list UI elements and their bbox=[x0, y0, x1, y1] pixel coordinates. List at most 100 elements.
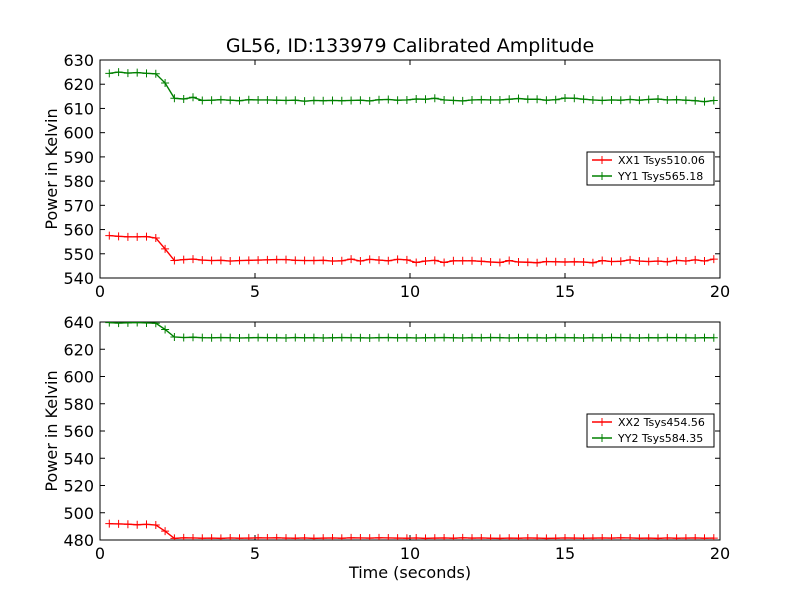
bottom-data-point bbox=[123, 322, 132, 327]
top-data-point bbox=[570, 94, 579, 103]
top-data-point bbox=[644, 257, 653, 266]
bottom-data-point bbox=[681, 333, 690, 342]
bottom-data-point bbox=[384, 333, 393, 342]
bottom-data-point bbox=[179, 333, 188, 342]
bottom-data-point bbox=[142, 520, 151, 529]
top-data-point bbox=[142, 232, 151, 241]
bottom-data-point bbox=[309, 333, 318, 342]
bottom-ytick-label: 580 bbox=[63, 395, 94, 414]
bottom-legend-label-yy2: YY2 Tsys584.35 bbox=[617, 432, 703, 445]
top-data-point bbox=[654, 94, 662, 103]
bottom-data-point bbox=[216, 333, 225, 342]
top-data-point bbox=[626, 95, 635, 104]
top-data-point bbox=[105, 69, 114, 78]
top-data-point bbox=[244, 95, 253, 104]
top-data-point bbox=[161, 244, 170, 253]
bottom-data-point bbox=[570, 333, 579, 342]
bottom-data-point bbox=[272, 533, 281, 540]
top-data-point bbox=[402, 255, 411, 264]
top-data-point bbox=[254, 95, 263, 104]
bottom-series bbox=[105, 322, 718, 540]
top-data-point bbox=[189, 93, 197, 102]
bottom-data-point bbox=[505, 333, 514, 342]
top-data-point bbox=[291, 256, 300, 265]
top-data-point bbox=[495, 258, 504, 267]
bottom-data-point bbox=[133, 520, 142, 529]
top-legend-box bbox=[586, 151, 715, 186]
bottom-data-point bbox=[254, 333, 263, 342]
x-axis-label: Time (seconds) bbox=[348, 563, 471, 582]
bottom-data-point bbox=[561, 533, 569, 540]
bottom-data-point bbox=[170, 534, 179, 540]
top-data-point bbox=[142, 69, 151, 78]
top-data-point bbox=[133, 68, 142, 77]
bottom-xtick-label: 15 bbox=[555, 544, 575, 563]
bottom-data-point bbox=[151, 521, 160, 530]
bottom-data-point bbox=[533, 333, 542, 342]
top-data-point bbox=[365, 96, 374, 105]
bottom-data-point bbox=[412, 533, 421, 540]
top-ytick-label: 550 bbox=[63, 245, 94, 264]
bottom-data-point bbox=[105, 322, 114, 327]
bottom-data-point bbox=[393, 333, 402, 342]
bottom-data-point bbox=[161, 325, 170, 334]
top-data-point bbox=[440, 258, 449, 267]
bottom-legend-label-xx2: XX2 Tsys454.56 bbox=[618, 416, 705, 429]
bottom-ticks: 480 500 520 540 560 580 600 620 640 0 5 10 15 20 bbox=[63, 313, 730, 563]
chart-title: GL56, ID:133979 Calibrated Amplitude bbox=[226, 35, 594, 57]
bottom-data-point bbox=[654, 333, 662, 342]
top-data-point bbox=[254, 256, 263, 265]
bottom-data-point bbox=[226, 533, 235, 540]
top-data-point bbox=[300, 97, 309, 106]
bottom-data-point bbox=[523, 333, 532, 342]
top-data-point bbox=[347, 96, 356, 105]
bottom-data-point bbox=[282, 333, 290, 342]
top-xtick-label: 10 bbox=[400, 282, 420, 301]
bottom-data-point bbox=[495, 333, 504, 342]
top-data-point bbox=[542, 96, 551, 105]
top-data-point bbox=[440, 95, 449, 104]
bottom-data-point bbox=[672, 333, 681, 342]
top-data-point bbox=[523, 258, 532, 267]
bottom-data-point bbox=[226, 333, 235, 342]
top-data-point bbox=[170, 256, 179, 265]
bottom-data-point bbox=[468, 333, 476, 342]
bottom-data-point bbox=[691, 333, 700, 342]
top-data-point bbox=[328, 96, 337, 105]
top-data-point bbox=[198, 96, 207, 105]
bottom-data-point bbox=[244, 534, 253, 540]
bottom-xtick-label: 20 bbox=[710, 544, 730, 563]
bottom-data-point bbox=[123, 520, 132, 529]
top-data-point bbox=[189, 255, 197, 264]
bottom-legend: XX2 Tsys454.56 YY2 Tsys584.35 bbox=[586, 413, 715, 448]
top-data-point bbox=[123, 69, 132, 78]
top-data-point bbox=[375, 256, 383, 265]
bottom-data-point bbox=[319, 534, 328, 540]
top-data-point bbox=[347, 255, 356, 264]
bottom-data-point bbox=[700, 534, 709, 540]
bottom-data-point bbox=[402, 333, 411, 342]
top-data-point bbox=[654, 257, 662, 266]
bottom-data-point bbox=[654, 534, 662, 540]
top-panel: Power in Kelvin 540 550 560 570 580 590 600 610… bbox=[42, 51, 730, 301]
bottom-xtick-label: 0 bbox=[95, 544, 105, 563]
top-series-0 bbox=[105, 231, 718, 267]
bottom-ytick-label: 540 bbox=[63, 449, 94, 468]
bottom-y-axis-label: Power in Kelvin bbox=[42, 370, 61, 491]
bottom-data-point bbox=[393, 534, 402, 540]
top-data-point bbox=[161, 79, 170, 88]
top-data-point bbox=[272, 96, 281, 105]
bottom-data-point bbox=[347, 333, 356, 342]
bottom-data-point bbox=[216, 534, 225, 540]
top-data-point bbox=[244, 256, 253, 265]
top-data-point bbox=[235, 256, 244, 265]
top-data-point bbox=[561, 94, 569, 103]
top-ytick-label: 540 bbox=[63, 269, 94, 288]
top-data-point bbox=[449, 256, 458, 265]
bottom-data-point bbox=[709, 534, 718, 540]
bottom-data-point bbox=[272, 333, 281, 342]
bottom-data-point bbox=[356, 333, 365, 342]
bottom-data-point bbox=[430, 333, 439, 342]
bottom-data-point bbox=[449, 333, 458, 342]
top-data-point bbox=[570, 257, 579, 266]
